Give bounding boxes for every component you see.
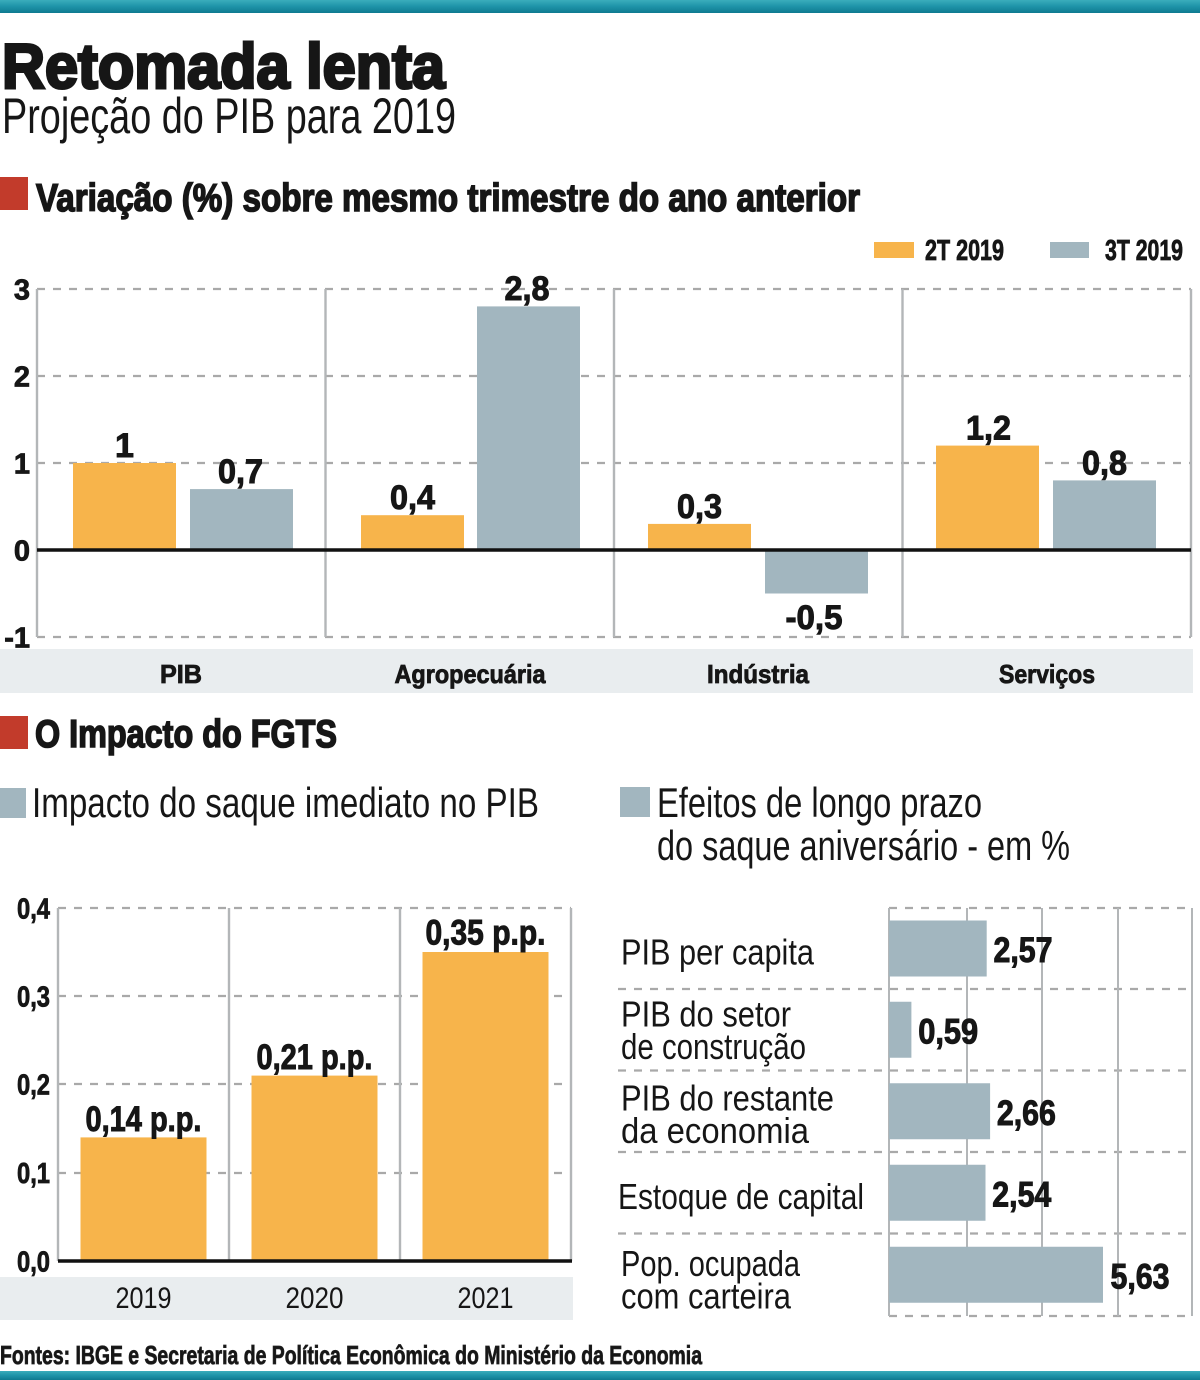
- svg-text:Efeitos de longo prazo: Efeitos de longo prazo: [657, 779, 982, 826]
- svg-text:0,8: 0,8: [1082, 445, 1127, 483]
- svg-text:1: 1: [14, 449, 30, 481]
- svg-text:0,3: 0,3: [677, 488, 722, 526]
- svg-text:da economia: da economia: [621, 1110, 810, 1151]
- svg-text:de construção: de construção: [621, 1026, 806, 1067]
- svg-text:3: 3: [14, 275, 30, 307]
- svg-text:Serviços: Serviços: [999, 659, 1095, 689]
- svg-text:com carteira: com carteira: [621, 1276, 792, 1317]
- svg-text:Estoque de capital: Estoque de capital: [618, 1176, 864, 1217]
- svg-text:PIB per capita: PIB per capita: [621, 932, 815, 973]
- svg-text:O Impacto do FGTS: O Impacto do FGTS: [35, 713, 337, 756]
- svg-text:2,54: 2,54: [992, 1176, 1051, 1215]
- svg-text:0,7: 0,7: [218, 453, 263, 491]
- svg-text:0,4: 0,4: [17, 894, 50, 926]
- svg-text:0,2: 0,2: [17, 1070, 50, 1102]
- svg-text:2,57: 2,57: [994, 931, 1053, 970]
- svg-text:2,8: 2,8: [505, 270, 550, 308]
- svg-text:0: 0: [14, 536, 30, 568]
- svg-text:2021: 2021: [458, 1282, 514, 1315]
- svg-text:2019: 2019: [116, 1282, 172, 1315]
- svg-text:0,1: 0,1: [17, 1158, 50, 1190]
- svg-text:Variação (%) sobre mesmo trime: Variação (%) sobre mesmo trimestre do an…: [36, 177, 860, 220]
- svg-text:2T 2019: 2T 2019: [925, 235, 1004, 267]
- svg-text:0,59: 0,59: [918, 1013, 978, 1052]
- svg-text:Impacto do saque imediato no P: Impacto do saque imediato no PIB: [32, 779, 539, 826]
- svg-text:0,14 p.p.: 0,14 p.p.: [86, 1100, 202, 1139]
- svg-text:Projeção do PIB para 2019: Projeção do PIB para 2019: [2, 88, 456, 144]
- svg-text:3T 2019: 3T 2019: [1105, 235, 1183, 267]
- svg-text:Agropecuária: Agropecuária: [395, 659, 546, 689]
- svg-text:0,35 p.p.: 0,35 p.p.: [426, 913, 546, 952]
- svg-text:0,3: 0,3: [17, 982, 50, 1014]
- svg-text:Retomada lenta: Retomada lenta: [2, 32, 446, 102]
- svg-text:PIB do setor: PIB do setor: [621, 993, 791, 1034]
- svg-text:do saque aniversário - em %: do saque aniversário - em %: [657, 822, 1070, 869]
- svg-text:1: 1: [115, 427, 134, 465]
- svg-text:5,63: 5,63: [1111, 1258, 1170, 1297]
- svg-text:2,66: 2,66: [997, 1094, 1056, 1133]
- svg-text:Fontes: IBGE e Secretaria de P: Fontes: IBGE e Secretaria de Política Ec…: [0, 1340, 702, 1370]
- svg-text:0,4: 0,4: [390, 479, 435, 517]
- svg-text:Pop. ocupada: Pop. ocupada: [621, 1243, 801, 1284]
- svg-text:-0,5: -0,5: [786, 599, 843, 637]
- svg-text:PIB do restante: PIB do restante: [621, 1077, 834, 1118]
- svg-text:0,0: 0,0: [17, 1247, 50, 1279]
- svg-text:Indústria: Indústria: [707, 659, 809, 689]
- svg-text:2020: 2020: [286, 1282, 344, 1315]
- svg-text:0,21 p.p.: 0,21 p.p.: [257, 1038, 373, 1077]
- svg-text:2: 2: [14, 362, 30, 394]
- svg-text:1,2: 1,2: [966, 410, 1011, 448]
- svg-text:PIB: PIB: [160, 659, 202, 689]
